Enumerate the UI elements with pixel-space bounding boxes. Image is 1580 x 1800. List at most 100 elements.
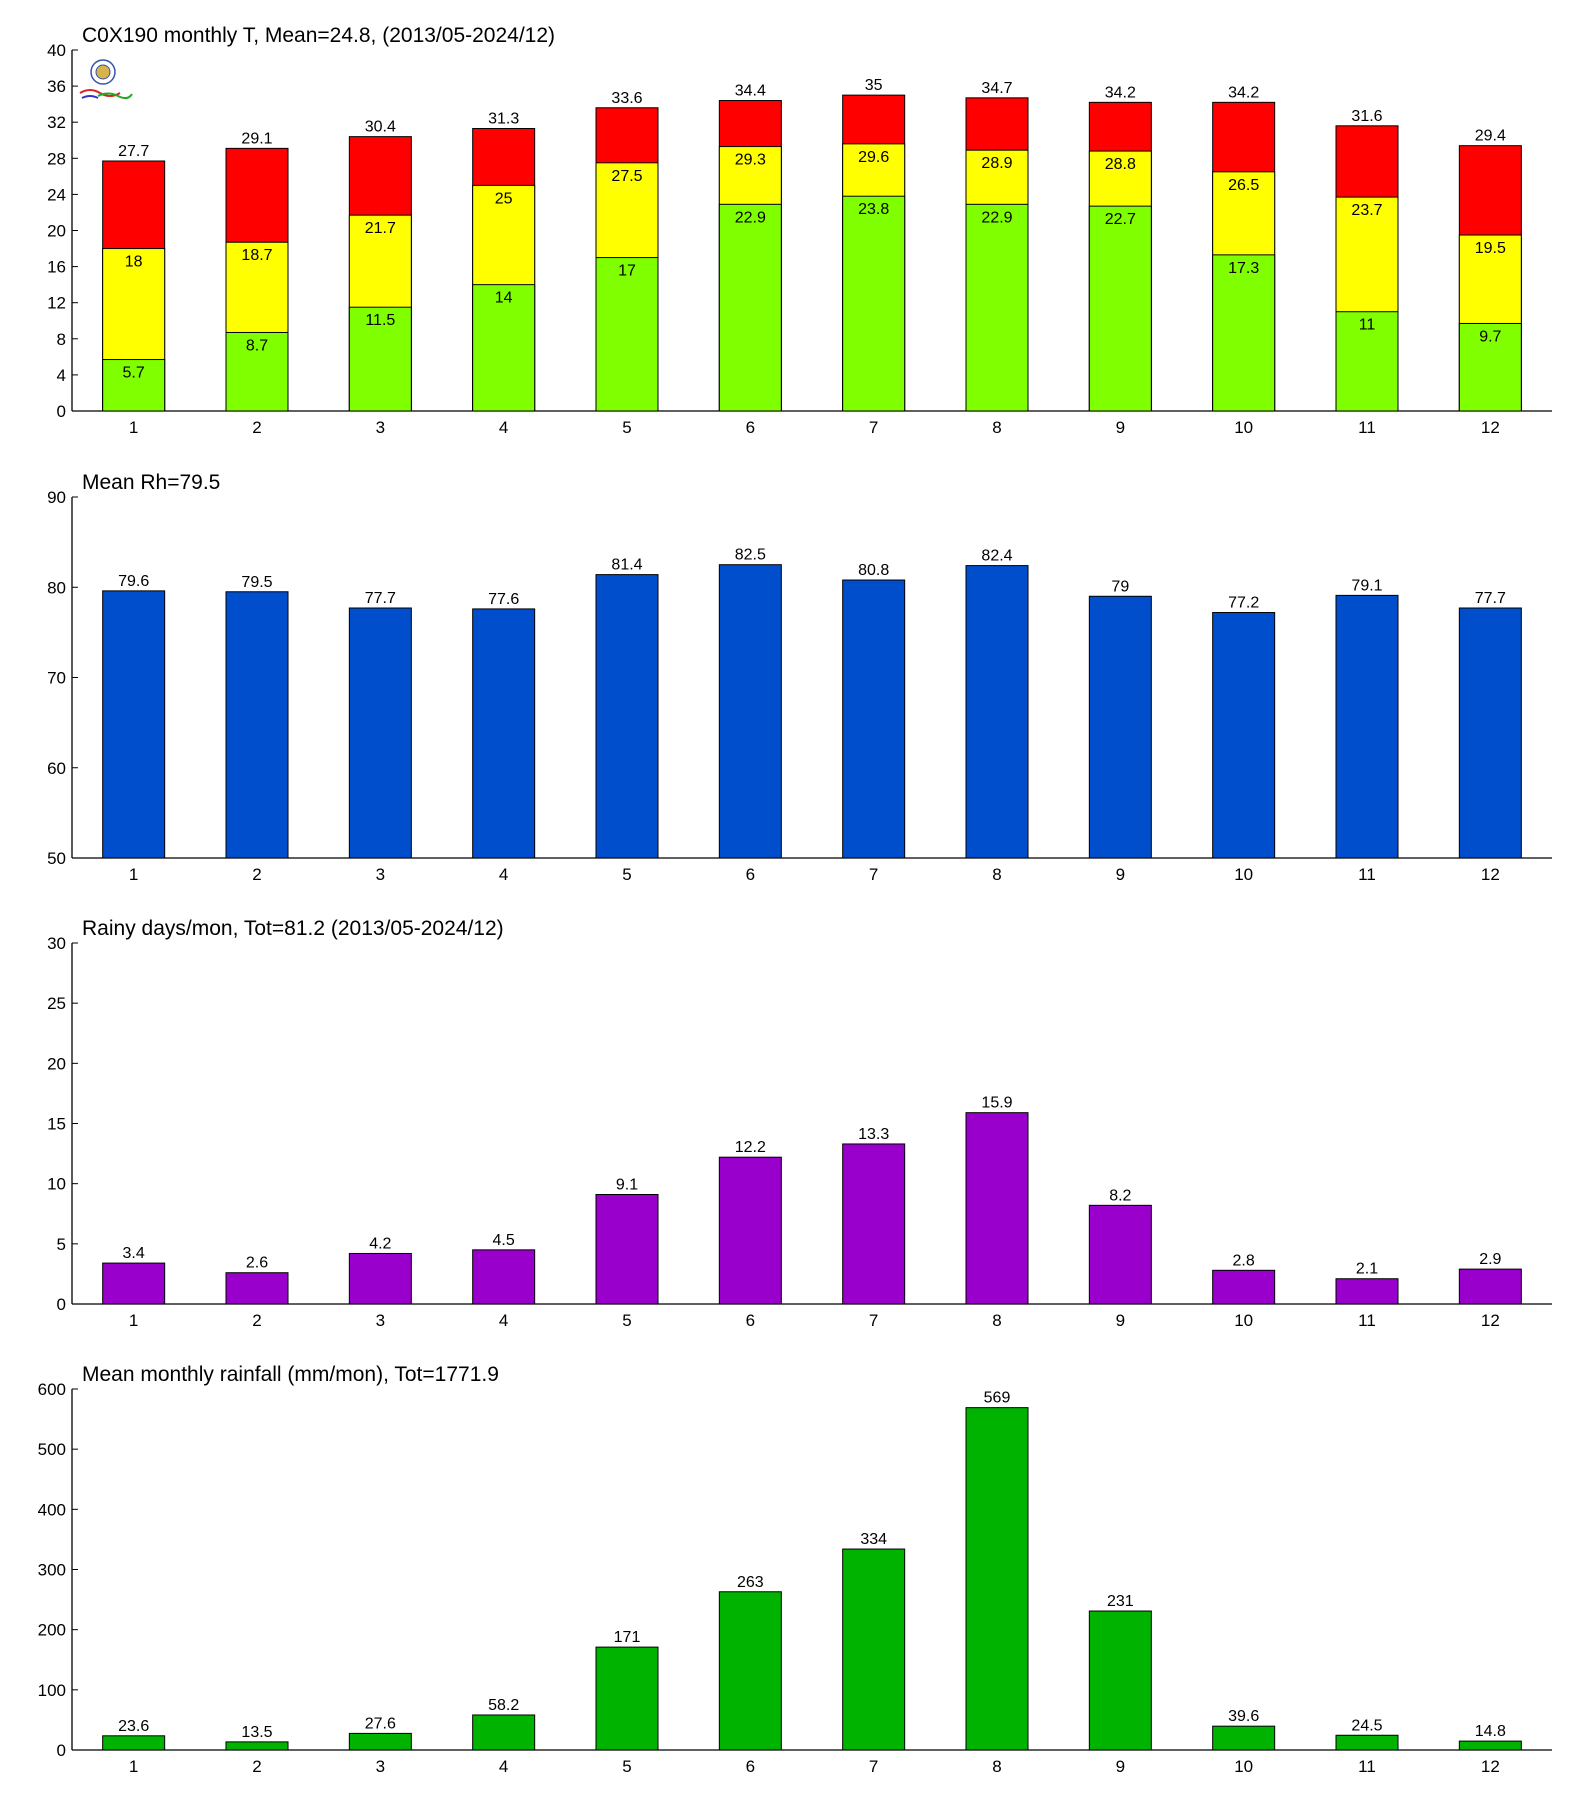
- bar: [1335, 594, 1399, 859]
- bar-value-label: 13.3: [858, 1126, 889, 1143]
- bar-value-label: 19.5: [1475, 240, 1506, 257]
- y-tick-label: 5: [57, 1235, 66, 1254]
- y-tick-label: 50: [47, 849, 66, 868]
- x-tick-label: 6: [746, 1757, 755, 1776]
- chart-title: Rainy days/mon, Tot=81.2 (2013/05-2024/1…: [82, 917, 504, 940]
- chart-title: C0X190 monthly T, Mean=24.8, (2013/05-20…: [82, 24, 555, 47]
- x-tick-label: 7: [869, 865, 878, 884]
- bar: [102, 1735, 166, 1751]
- bar-value-label: 77.7: [1475, 590, 1506, 607]
- x-tick-label: 4: [499, 865, 508, 884]
- x-tick-label: 5: [622, 865, 631, 884]
- bar-value-label: 29.1: [241, 130, 272, 147]
- x-tick-label: 7: [869, 1757, 878, 1776]
- bar-value-label: 82.5: [735, 547, 766, 564]
- bar: [348, 1732, 412, 1751]
- x-tick-label: 1: [129, 865, 138, 884]
- bar-value-label: 31.6: [1351, 108, 1382, 125]
- x-tick-label: 2: [252, 1311, 261, 1330]
- bar-value-label: 30.4: [365, 119, 396, 136]
- bar-value-label: 15.9: [981, 1095, 1012, 1112]
- x-tick-label: 11: [1358, 1757, 1376, 1776]
- bar: [718, 564, 782, 859]
- bar-value-label: 14: [495, 290, 513, 307]
- x-tick-label: 2: [252, 418, 261, 437]
- bar-value-label: 8.2: [1109, 1187, 1131, 1204]
- bar-value-label: 81.4: [611, 557, 642, 574]
- y-tick-label: 60: [47, 759, 66, 778]
- bar-value-label: 4.5: [493, 1232, 515, 1249]
- bar-value-label: 26.5: [1228, 177, 1259, 194]
- y-tick-label: 15: [47, 1115, 66, 1134]
- bar: [472, 608, 536, 859]
- bar: [102, 1262, 166, 1305]
- bar: [842, 579, 906, 859]
- bar: [225, 331, 289, 412]
- x-tick-label: 8: [992, 865, 1001, 884]
- bar: [842, 1548, 906, 1751]
- bar-value-label: 25: [495, 190, 513, 207]
- bar-value-label: 12.2: [735, 1139, 766, 1156]
- bar-value-label: 33.6: [611, 90, 642, 107]
- y-tick-label: 8: [57, 330, 66, 349]
- bar: [965, 203, 1029, 412]
- bar-value-label: 2.1: [1356, 1261, 1378, 1278]
- bar-value-label: 28.8: [1105, 156, 1136, 173]
- x-tick-label: 3: [376, 418, 385, 437]
- bar-value-label: 22.7: [1105, 211, 1136, 228]
- bar: [1088, 1204, 1152, 1305]
- bar-value-label: 13.5: [241, 1724, 272, 1741]
- bar: [718, 1156, 782, 1305]
- x-tick-label: 5: [622, 1757, 631, 1776]
- bar-value-label: 27.6: [365, 1715, 396, 1732]
- y-tick-label: 24: [47, 185, 66, 204]
- bar-value-label: 569: [984, 1390, 1011, 1407]
- bar: [1458, 1268, 1522, 1305]
- x-tick-label: 9: [1116, 865, 1125, 884]
- bar-value-label: 29.6: [858, 149, 889, 166]
- x-tick-label: 4: [499, 1311, 508, 1330]
- bar-value-label: 171: [614, 1629, 641, 1646]
- bar-value-label: 3.4: [123, 1245, 145, 1262]
- y-tick-label: 80: [47, 578, 66, 597]
- x-tick-label: 8: [992, 1311, 1001, 1330]
- bar: [102, 590, 166, 859]
- x-tick-label: 6: [746, 1311, 755, 1330]
- bar-value-label: 2.8: [1233, 1252, 1255, 1269]
- bar-value-label: 8.7: [246, 337, 268, 354]
- bar: [1212, 254, 1276, 412]
- chart-title: Mean monthly rainfall (mm/mon), Tot=1771…: [82, 1363, 499, 1386]
- y-tick-label: 500: [38, 1440, 66, 1459]
- x-tick-label: 11: [1358, 418, 1376, 437]
- y-tick-label: 20: [47, 1054, 66, 1073]
- bar: [965, 565, 1029, 859]
- x-tick-label: 1: [129, 418, 138, 437]
- bar: [1088, 1610, 1152, 1751]
- bar-value-label: 21.7: [365, 220, 396, 237]
- bar-value-label: 11: [1359, 317, 1376, 334]
- bar: [348, 607, 412, 859]
- x-tick-label: 5: [622, 1311, 631, 1330]
- bar: [595, 1646, 659, 1751]
- bar-value-label: 77.6: [488, 591, 519, 608]
- bar-value-label: 11.5: [365, 312, 395, 329]
- x-tick-label: 3: [376, 865, 385, 884]
- bar-value-label: 263: [737, 1574, 764, 1591]
- bar-value-label: 77.2: [1228, 595, 1259, 612]
- chart-title: Mean Rh=79.5: [82, 471, 220, 494]
- x-tick-label: 12: [1481, 1757, 1500, 1776]
- bar-value-label: 18: [125, 254, 143, 271]
- bar-value-label: 29.4: [1475, 128, 1506, 145]
- x-tick-label: 3: [376, 1311, 385, 1330]
- bar: [965, 1407, 1029, 1751]
- bar: [1458, 1740, 1522, 1751]
- bar: [1212, 1725, 1276, 1751]
- bar-value-label: 22.9: [981, 209, 1012, 226]
- y-tick-label: 200: [38, 1621, 66, 1640]
- bar-value-label: 5.7: [123, 365, 145, 382]
